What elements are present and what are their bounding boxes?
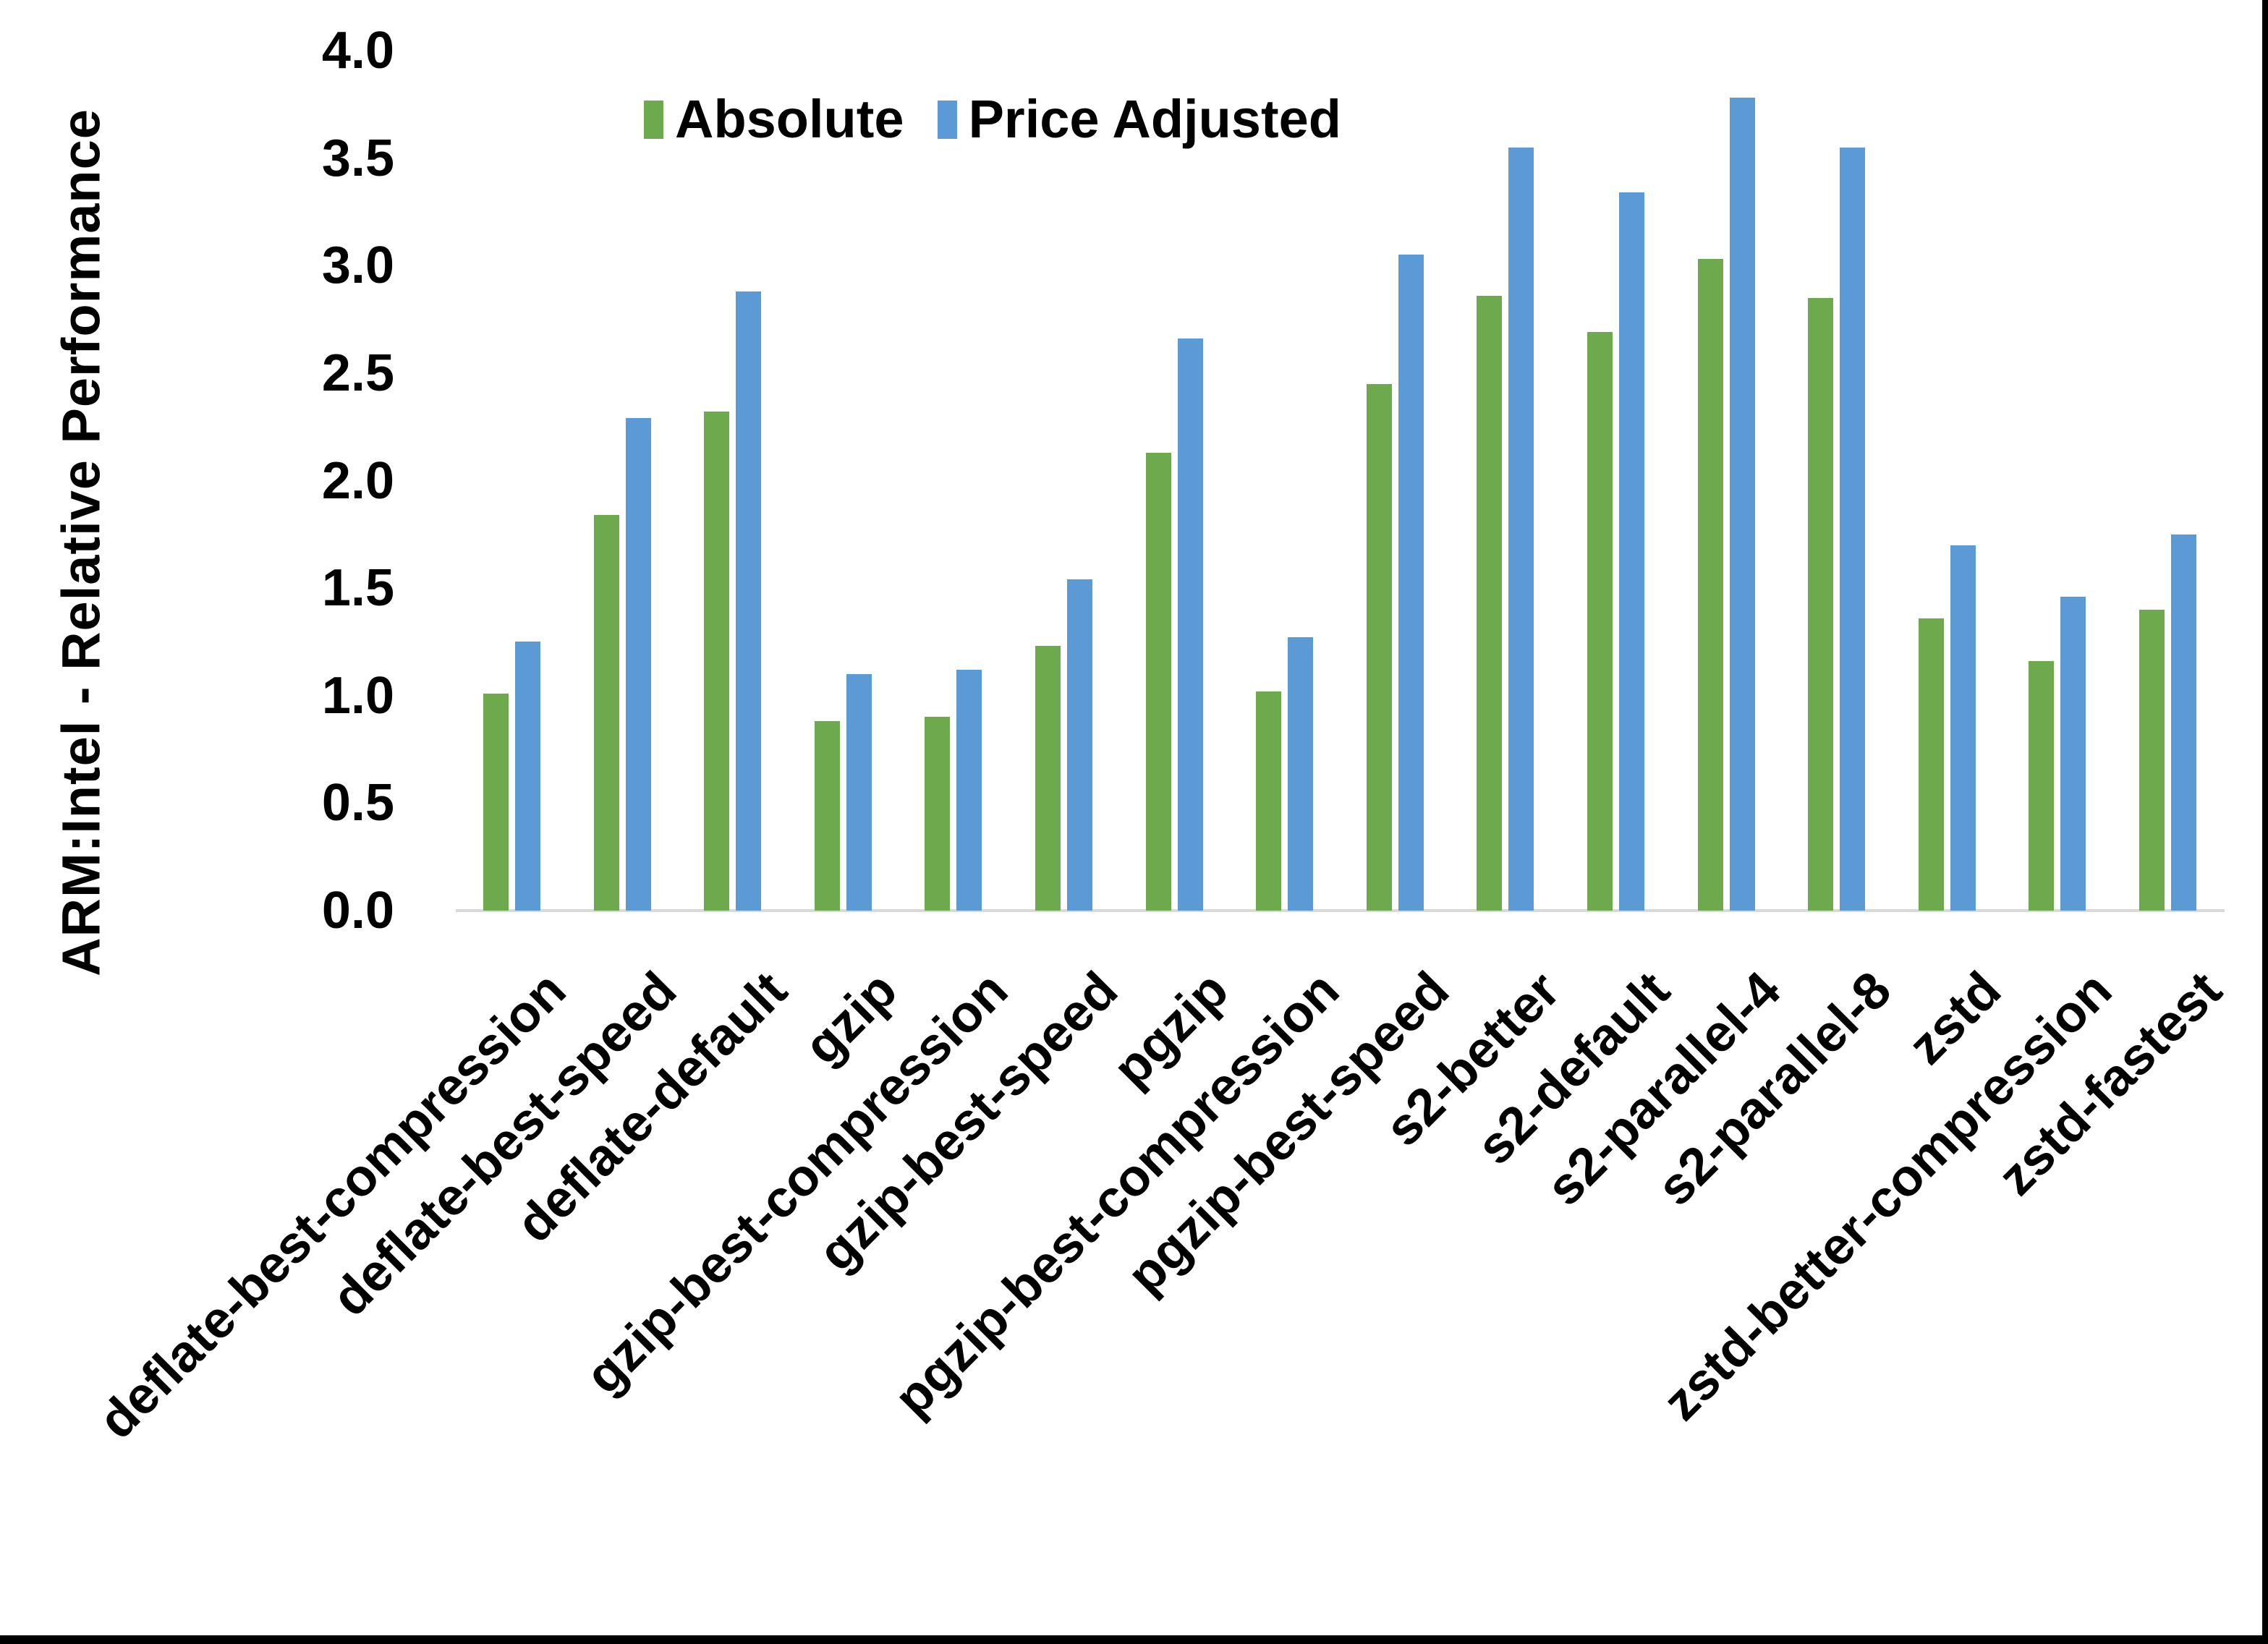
y-tick-label: 4.0 xyxy=(321,22,394,80)
legend-label: Price Adjusted xyxy=(968,89,1341,149)
bar-absolute-s2-default xyxy=(1587,332,1613,911)
x-category-label: deflate-best-compression xyxy=(88,961,577,1450)
y-tick-label: 2.5 xyxy=(321,344,394,402)
legend-item-absolute: Absolute xyxy=(644,87,904,152)
legend-label: Absolute xyxy=(675,89,904,149)
bar-price-adjusted-gzip-best-speed xyxy=(1067,579,1092,911)
bar-absolute-deflate-best-compression xyxy=(483,694,509,911)
y-tick-label: 2.0 xyxy=(321,451,394,510)
bar-price-adjusted-deflate-best-compression xyxy=(515,642,540,911)
y-tick-label: 0.0 xyxy=(321,882,394,940)
legend-swatch-icon xyxy=(937,100,957,139)
bar-absolute-zstd-fastest xyxy=(2139,610,2165,911)
bar-price-adjusted-pgzip-best-compression xyxy=(1288,637,1313,911)
y-axis-title: ARM:Intel - Relative Performance xyxy=(51,108,111,976)
bar-price-adjusted-deflate-default xyxy=(736,291,761,911)
screenshot-border-right xyxy=(2262,0,2268,1644)
bar-price-adjusted-pgzip-best-speed xyxy=(1398,255,1424,911)
bar-absolute-zstd xyxy=(1919,618,1944,911)
bar-absolute-s2-parallel-8 xyxy=(1808,298,1833,911)
y-tick-label: 3.5 xyxy=(321,129,394,187)
screenshot-border-bottom xyxy=(0,1635,2268,1644)
bar-absolute-gzip xyxy=(815,721,840,911)
legend-item-price-adjusted: Price Adjusted xyxy=(937,87,1341,152)
legend-swatch-icon xyxy=(644,100,663,139)
bar-price-adjusted-gzip-best-compression xyxy=(956,670,982,911)
legend: Absolute Price Adjusted xyxy=(644,87,1341,152)
bar-price-adjusted-s2-parallel-8 xyxy=(1840,148,1865,911)
y-tick-label: 1.5 xyxy=(321,559,394,618)
bar-absolute-pgzip-best-speed xyxy=(1367,384,1392,911)
bar-absolute-s2-better xyxy=(1477,296,1502,911)
bar-absolute-pgzip xyxy=(1146,453,1171,911)
bar-absolute-gzip-best-compression xyxy=(925,717,950,911)
bar-price-adjusted-zstd-fastest xyxy=(2171,534,2196,911)
bar-absolute-gzip-best-speed xyxy=(1035,646,1061,911)
y-tick-label: 0.5 xyxy=(321,774,394,832)
bar-price-adjusted-s2-default xyxy=(1619,192,1644,911)
y-tick-label: 1.0 xyxy=(321,666,394,725)
bar-price-adjusted-s2-better xyxy=(1508,148,1534,911)
bar-absolute-deflate-best-speed xyxy=(594,515,619,911)
y-tick-label: 3.0 xyxy=(321,237,394,295)
bar-absolute-pgzip-best-compression xyxy=(1256,691,1281,911)
bar-price-adjusted-zstd-better-compression xyxy=(2060,597,2086,911)
bar-absolute-deflate-default xyxy=(704,412,729,911)
bar-price-adjusted-pgzip xyxy=(1178,338,1203,911)
bar-price-adjusted-gzip xyxy=(846,674,872,911)
bar-price-adjusted-s2-parallel-4 xyxy=(1730,98,1755,911)
bar-absolute-s2-parallel-4 xyxy=(1698,259,1723,911)
bar-price-adjusted-zstd xyxy=(1950,545,1976,911)
bar-price-adjusted-deflate-best-speed xyxy=(626,418,651,911)
x-axis-line xyxy=(456,909,2225,912)
bar-absolute-zstd-better-compression xyxy=(2029,661,2054,911)
